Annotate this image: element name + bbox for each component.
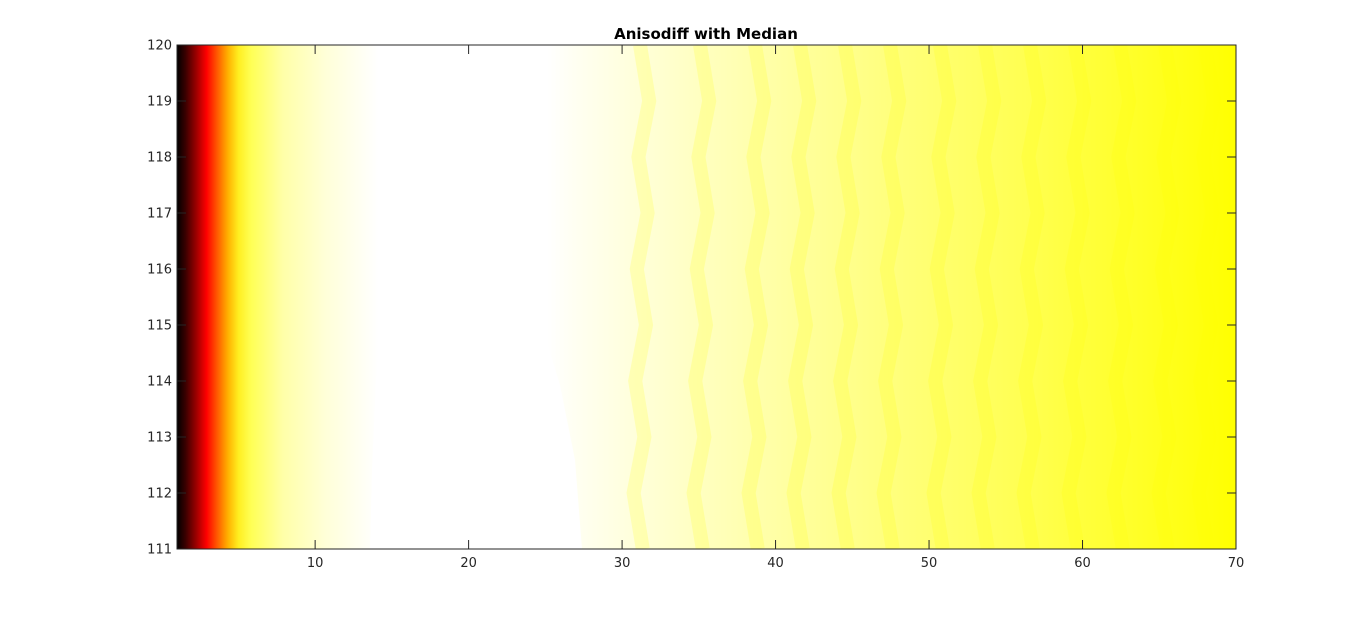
x-tick-label: 70	[1228, 556, 1245, 571]
contour-band-edge	[741, 45, 772, 549]
x-axis: 10 20 30 40 50 60 70	[307, 45, 1244, 571]
y-tick-label: 113	[147, 431, 172, 446]
contour-band-edge	[626, 45, 657, 549]
contour-band-edge	[786, 45, 817, 549]
x-tick-label: 40	[767, 556, 784, 571]
y-axis: 111 112 113 114 115 116 117 118 119 120	[147, 39, 1236, 558]
y-tick-label: 111	[147, 543, 172, 558]
contour-band-edge	[876, 45, 907, 549]
x-tick-label: 20	[460, 556, 477, 571]
contour-band-edge	[1016, 45, 1047, 549]
contour-band-edge	[971, 45, 1002, 549]
y-tick-label: 120	[147, 39, 172, 54]
contour-band-edge	[1151, 45, 1182, 549]
y-tick-label: 117	[147, 207, 172, 222]
chart-title: Anisodiff with Median	[614, 25, 798, 43]
contour-band-edge	[831, 45, 862, 549]
contour-bands	[626, 45, 1222, 549]
x-tick-label: 30	[614, 556, 631, 571]
x-tick-label: 10	[307, 556, 324, 571]
bright-silhouette	[370, 145, 582, 549]
y-tick-label: 118	[147, 151, 172, 166]
y-tick-label: 115	[147, 319, 172, 334]
y-tick-label: 119	[147, 95, 172, 110]
axes-box	[176, 44, 1237, 550]
heatmap-field	[177, 45, 1236, 549]
contour-band-edge	[686, 45, 717, 549]
contour-band-edge	[1061, 45, 1092, 549]
contour-band-edge	[926, 45, 957, 549]
contour-band-edge	[1191, 45, 1222, 549]
x-tick-label: 50	[921, 556, 938, 571]
y-tick-label: 116	[147, 263, 172, 278]
x-tick-label: 60	[1074, 556, 1091, 571]
y-tick-label: 112	[147, 487, 172, 502]
contour-band-edge	[1106, 45, 1137, 549]
y-tick-label: 114	[147, 375, 172, 390]
heatmap-image	[177, 45, 1236, 549]
